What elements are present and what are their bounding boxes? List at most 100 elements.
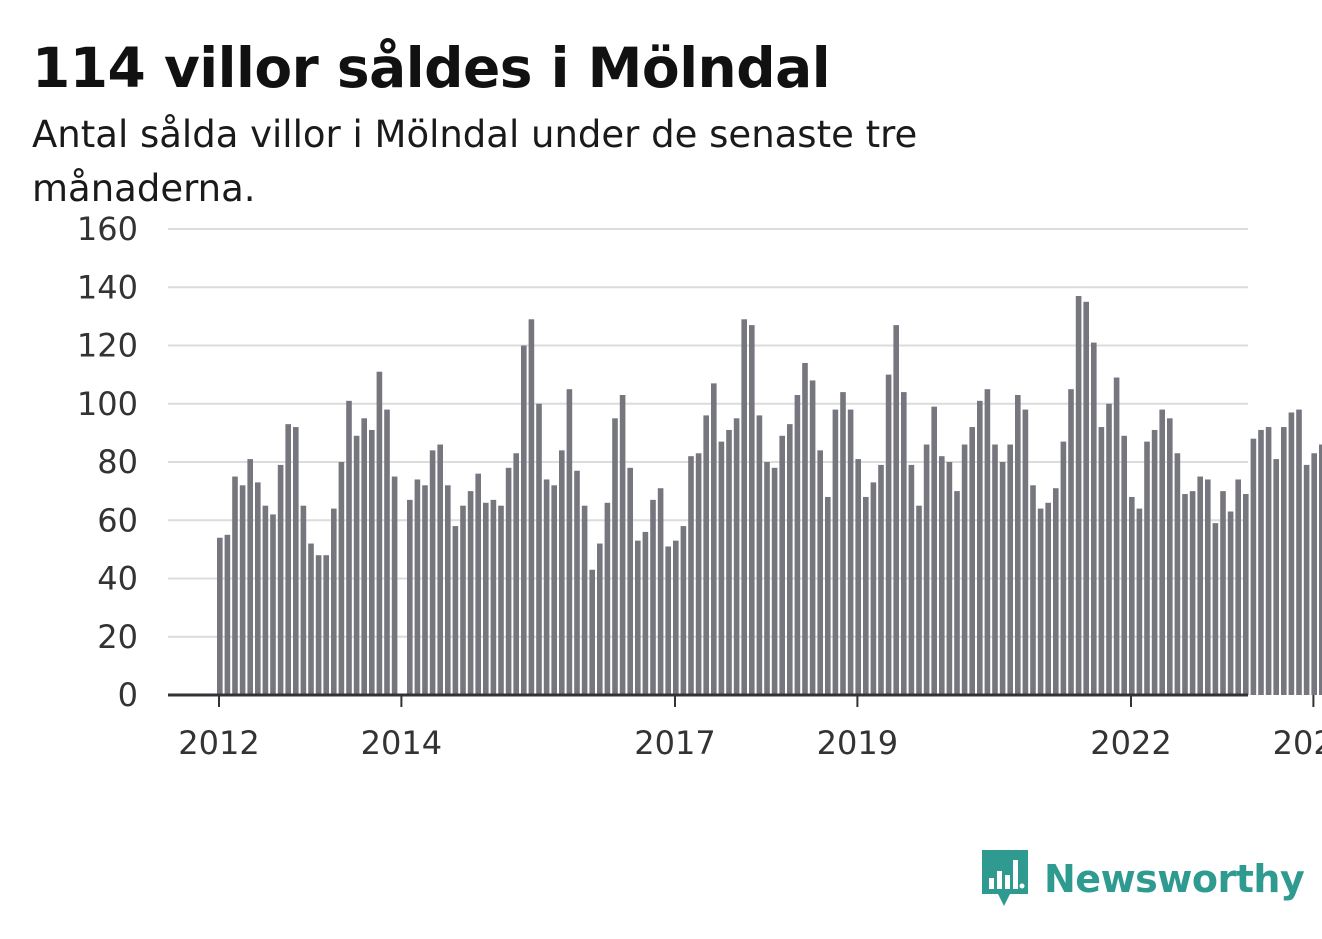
bar	[566, 389, 573, 695]
bar	[1159, 409, 1165, 695]
bar	[825, 496, 831, 695]
bar	[1121, 435, 1127, 695]
bar	[733, 418, 740, 695]
bar	[589, 569, 595, 695]
bar	[604, 502, 611, 695]
bar	[1144, 441, 1150, 695]
bar	[467, 491, 474, 695]
bar	[1258, 429, 1264, 695]
bar	[961, 444, 968, 695]
bar	[483, 502, 489, 695]
bar	[239, 485, 246, 695]
bar	[764, 462, 770, 695]
bar	[1151, 429, 1158, 695]
bar	[1113, 377, 1120, 695]
bar	[832, 409, 839, 695]
bar	[559, 450, 565, 695]
bar	[528, 319, 535, 695]
bar	[1265, 427, 1272, 695]
bar	[1167, 418, 1173, 695]
bar	[1220, 491, 1226, 695]
bar	[1075, 295, 1082, 695]
bar	[673, 540, 679, 695]
bar	[1053, 488, 1059, 695]
bar	[346, 400, 352, 695]
bar	[1319, 444, 1322, 695]
x-tick-label: 2022	[1090, 724, 1171, 762]
bar	[597, 543, 603, 695]
bar	[429, 450, 436, 695]
bar	[581, 505, 588, 695]
bar	[802, 362, 808, 695]
bar	[893, 325, 899, 695]
bar	[513, 453, 519, 695]
bar	[1243, 494, 1249, 695]
axes: 0 20 40 60 80 100 120 140 160 2012 2014 2017 2019 202…	[77, 210, 1322, 762]
bar	[627, 467, 633, 695]
bar	[954, 491, 960, 695]
newsworthy-logo: Newsworthy	[980, 848, 1305, 910]
bar	[308, 543, 314, 695]
bar	[718, 441, 725, 695]
bar	[505, 467, 512, 695]
bar	[247, 459, 253, 695]
bar	[878, 464, 884, 695]
bar	[908, 464, 915, 695]
bar	[1189, 491, 1196, 695]
bar	[939, 456, 945, 695]
bar	[680, 526, 687, 695]
bar	[787, 424, 793, 695]
bar	[984, 389, 991, 695]
bar	[794, 395, 801, 695]
bar	[1022, 409, 1029, 695]
bar	[901, 392, 907, 695]
bar	[1037, 508, 1044, 695]
bar	[809, 380, 816, 695]
bar	[863, 496, 869, 695]
bar	[1136, 508, 1143, 695]
bar	[1129, 496, 1135, 695]
bar	[460, 505, 466, 695]
bar	[1068, 389, 1074, 695]
bar	[1007, 444, 1013, 695]
bar	[414, 479, 421, 695]
bar	[703, 415, 709, 695]
bar	[756, 415, 763, 695]
bar	[422, 485, 428, 695]
bar	[1098, 427, 1105, 695]
bar	[1250, 438, 1257, 695]
bar	[726, 429, 732, 695]
bar	[688, 456, 694, 695]
bar	[437, 444, 443, 695]
y-tick-label: 160	[77, 210, 138, 248]
bar	[711, 383, 717, 695]
bar	[657, 488, 664, 695]
x-tick-label: 2012	[178, 724, 259, 762]
bar	[1045, 502, 1051, 695]
bar	[1303, 464, 1310, 695]
bar	[619, 395, 626, 695]
bar	[338, 462, 345, 695]
bar	[749, 325, 755, 695]
bar	[1083, 301, 1089, 695]
y-tick-label: 0	[118, 676, 138, 714]
bar	[840, 392, 846, 695]
bar	[277, 464, 284, 695]
bar	[1030, 485, 1036, 695]
bar	[992, 444, 998, 695]
chart-title: 114 villor såldes i Mölndal	[32, 36, 831, 100]
y-tick-label: 20	[97, 618, 138, 656]
x-tick-label: 2014	[361, 724, 442, 762]
bars	[217, 295, 1322, 695]
bar	[977, 400, 983, 695]
bar	[1205, 479, 1211, 695]
x-tick-label: 2017	[634, 724, 715, 762]
y-tick-label: 60	[97, 501, 138, 539]
bar	[999, 462, 1006, 695]
bar	[642, 531, 649, 695]
bar	[1182, 494, 1188, 695]
bar	[475, 473, 481, 695]
bar	[1212, 523, 1219, 695]
bar	[217, 537, 223, 695]
